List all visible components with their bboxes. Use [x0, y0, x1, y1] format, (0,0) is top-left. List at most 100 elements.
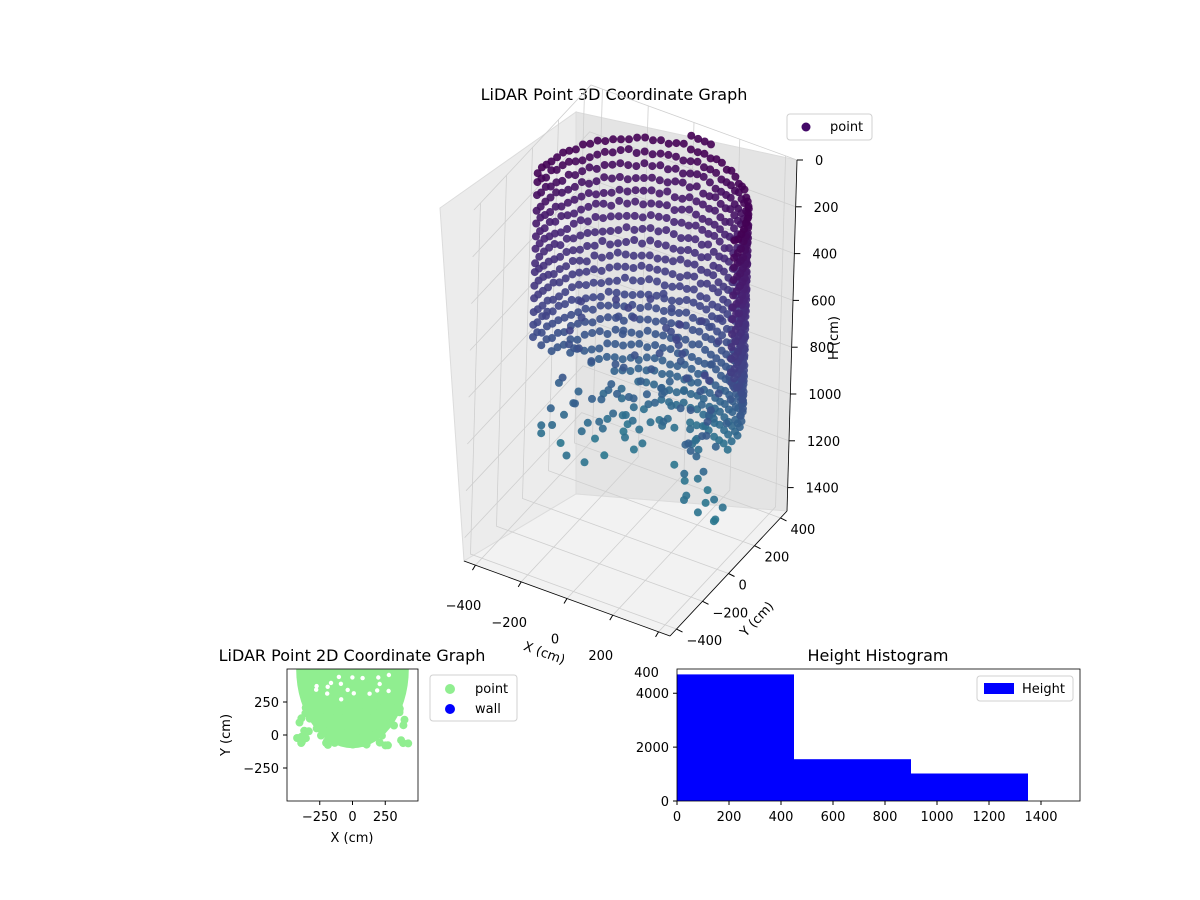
point3d: [630, 225, 639, 234]
point3d: [562, 248, 571, 256]
point2d: [349, 732, 358, 741]
point2d: [315, 711, 323, 720]
histogram-bar-2: [911, 773, 1028, 801]
point3d: [727, 437, 736, 446]
z3d-tick-label: 1000: [808, 388, 841, 403]
point3d: [678, 350, 687, 358]
point3d: [603, 414, 612, 423]
point2d-gap: [376, 675, 381, 680]
point3d: [531, 259, 540, 268]
grid-z-7: [464, 412, 788, 538]
x3d-tick-mark: [472, 564, 476, 571]
point3d: [672, 152, 680, 161]
point3d: [621, 250, 630, 259]
point3d: [595, 327, 604, 336]
point3d: [684, 234, 693, 243]
point3d: [683, 271, 692, 280]
point3d: [661, 267, 670, 276]
point3d: [636, 290, 645, 299]
point3d: [655, 189, 664, 198]
xh-tick-label: 1200: [972, 810, 1005, 825]
height-histogram-chart: Height Histogram 0 200 400 600 800 1000 1200 14…: [636, 646, 1081, 825]
point3d: [676, 404, 685, 413]
point2d-gap: [328, 680, 334, 686]
point3d: [653, 254, 662, 263]
point2d: [297, 739, 306, 747]
x2d-tick-label: −250: [302, 810, 338, 825]
point3d: [537, 429, 546, 438]
point3d: [637, 251, 646, 260]
y3d-tick-label: −200: [713, 606, 749, 621]
point3d: [529, 333, 537, 342]
point3d: [635, 425, 644, 434]
point3d: [541, 182, 550, 191]
point3d: [699, 172, 708, 181]
z3d-tick-label: 400: [812, 248, 837, 263]
point3d: [715, 420, 724, 429]
point3d: [603, 339, 612, 348]
point3d: [686, 390, 695, 398]
point3d: [686, 425, 695, 434]
point3d: [728, 315, 737, 324]
point3d: [740, 185, 749, 194]
point3d: [590, 241, 599, 250]
point3d: [535, 252, 544, 261]
point3d: [628, 416, 637, 425]
point3d: [667, 319, 676, 328]
y3d-tick-mark: [702, 600, 709, 605]
point2d: [358, 736, 367, 745]
point3d: [597, 395, 606, 404]
point3d: [627, 340, 636, 349]
point3d: [613, 248, 622, 257]
point3d: [730, 236, 739, 245]
point3d: [578, 156, 587, 165]
point3d: [686, 418, 695, 427]
chart2d-title: LiDAR Point 2D Coordinate Graph: [219, 646, 486, 665]
point3d: [687, 353, 696, 361]
point2d-gap: [350, 675, 355, 680]
point3d: [604, 386, 613, 395]
point3d: [714, 288, 723, 297]
x3d-tick-label: 0: [551, 633, 559, 648]
point3d: [591, 434, 599, 443]
point3d: [737, 375, 746, 384]
histogram-title: Height Histogram: [808, 646, 949, 665]
point3d: [599, 214, 608, 223]
point3d: [542, 322, 551, 331]
point3d: [680, 476, 689, 485]
point3d: [560, 410, 568, 419]
point3d: [676, 357, 685, 366]
point3d: [744, 204, 753, 213]
point3d: [537, 163, 546, 172]
point2d-gap: [314, 687, 319, 692]
point3d: [676, 246, 685, 255]
y3d-tick-label: −400: [687, 634, 723, 649]
point3d: [611, 325, 620, 334]
histogram-bars: [677, 674, 1028, 801]
chart3d-legend-label-point: point: [830, 120, 863, 135]
point2d-gap: [336, 674, 342, 680]
x3d-tick-label: 400: [634, 666, 659, 681]
point3d: [702, 294, 711, 303]
point3d: [662, 214, 671, 222]
x3d-tick-mark: [609, 614, 614, 621]
chart3d-legend-box: [786, 113, 873, 141]
point3d: [580, 330, 589, 339]
histogram-legend-box: [976, 675, 1074, 702]
chart3d-ticks: −400−2000200400−400−20002004000200400600…: [446, 154, 842, 681]
point3d: [588, 329, 597, 337]
point3d: [562, 234, 571, 243]
point3d: [569, 219, 578, 228]
point2d: [340, 738, 348, 747]
point3d: [575, 280, 583, 289]
point3d: [650, 380, 658, 389]
point3d: [634, 364, 643, 373]
point3d: [694, 445, 703, 454]
point3d: [701, 498, 710, 507]
point3d: [567, 310, 576, 319]
point3d: [707, 140, 715, 149]
point3d: [655, 200, 664, 209]
point3d: [666, 345, 675, 354]
point3d: [717, 158, 726, 167]
point3d: [638, 224, 647, 233]
